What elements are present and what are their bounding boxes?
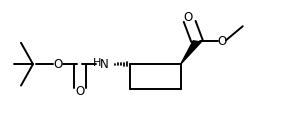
Text: O: O xyxy=(217,35,226,48)
Text: O: O xyxy=(53,58,62,71)
Text: N: N xyxy=(100,58,109,71)
Text: O: O xyxy=(184,11,193,24)
Text: H: H xyxy=(93,59,101,68)
Text: O: O xyxy=(75,85,84,98)
Polygon shape xyxy=(181,41,201,64)
